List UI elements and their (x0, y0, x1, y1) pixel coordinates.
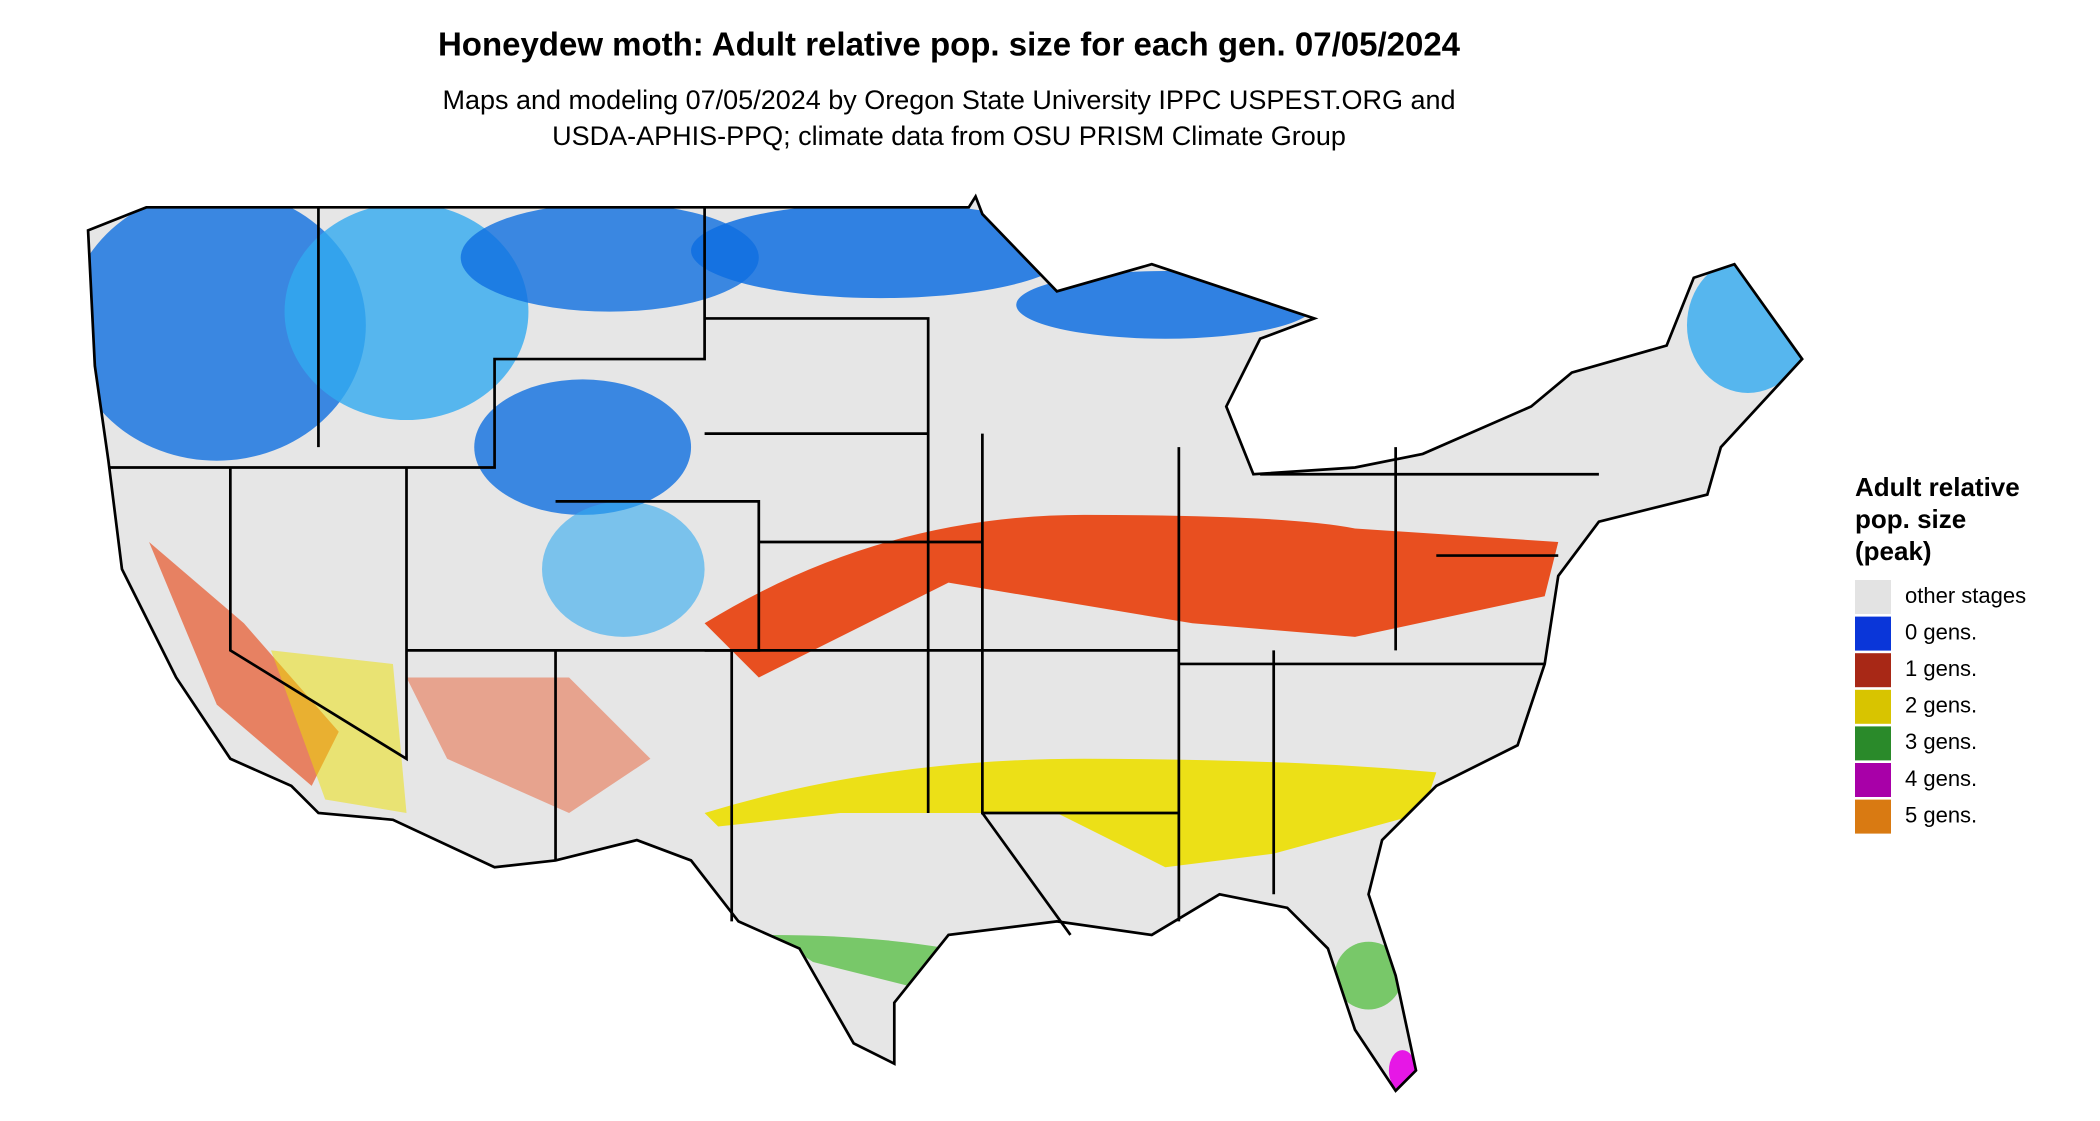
legend-swatch (1855, 580, 1891, 614)
legend-label: 5 gens. (1905, 802, 1977, 827)
legend-label: 2 gens. (1905, 693, 1977, 718)
legend-label: other stages (1905, 583, 2026, 608)
legend: other stages 0 gens. 1 gens. 2 gens. 3 gens.… (1855, 580, 2026, 834)
legend-label: 4 gens. (1905, 766, 1977, 791)
legend-swatch (1855, 653, 1891, 688)
model-areas (88, 196, 1803, 1091)
legend-label: 3 gens. (1905, 729, 1977, 754)
title: Honeydew moth: Adult relative pop. size … (438, 26, 1461, 63)
legend-title: pop. size (1855, 504, 1966, 534)
legend-title: Adult relative (1855, 472, 2020, 502)
legend-title: (peak) (1855, 536, 1932, 566)
state-borders (86, 195, 1804, 1093)
subtitle-line: Maps and modeling 07/05/2024 by Oregon S… (442, 85, 1455, 115)
legend-swatch (1855, 726, 1891, 761)
legend-swatch (1855, 616, 1891, 651)
us-map (86, 195, 1804, 1093)
subtitle-line: USDA-APHIS-PPQ; climate data from OSU PR… (552, 121, 1346, 151)
legend-label: 1 gens. (1905, 656, 1977, 681)
legend-swatch (1855, 799, 1891, 834)
legend-swatch (1855, 763, 1891, 797)
legend-label: 0 gens. (1905, 619, 1977, 644)
legend-swatch (1855, 689, 1891, 724)
